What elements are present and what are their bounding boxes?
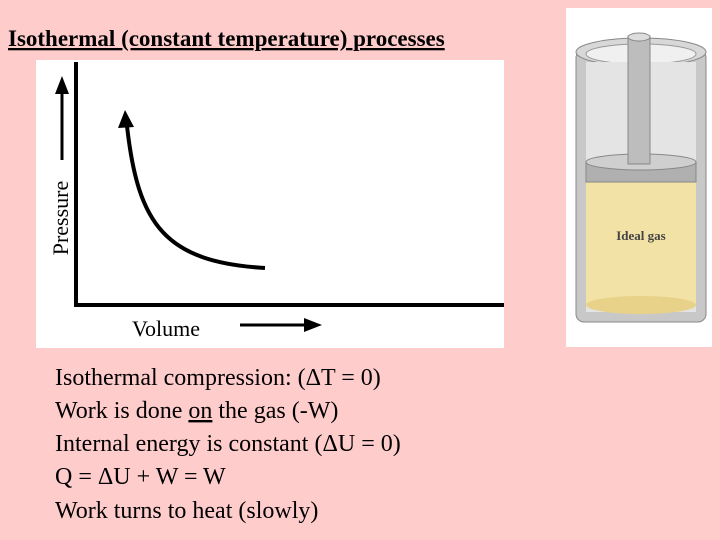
gas-region — [586, 180, 696, 305]
body-text: Work is done — [55, 398, 188, 424]
isotherm-curve — [125, 125, 266, 270]
emphasis: on — [188, 398, 212, 424]
body-line: Isothermal compression: (ΔT = 0) — [55, 365, 381, 391]
body-line: Internal energy is constant (ΔU = 0) — [55, 431, 401, 457]
rod-top — [627, 32, 651, 42]
body-line: Q = ΔU + W = W — [55, 464, 226, 490]
gas-bottom — [586, 296, 696, 314]
body-text: the gas (-W) — [212, 398, 338, 424]
body-line: Work is done on the gas (-W) — [55, 398, 338, 424]
piston-rod — [627, 35, 651, 165]
diagram-panel — [36, 60, 504, 348]
curve-arrowhead — [118, 110, 134, 128]
x-axis-label: Volume — [132, 316, 200, 341]
y-axis-label: Pressure — [48, 181, 73, 256]
slide-title: Isothermal (constant temperature) proces… — [8, 26, 445, 51]
x-arrowhead — [304, 318, 322, 332]
body-line: Work turns to heat (slowly) — [55, 498, 318, 524]
y-arrowhead — [55, 76, 69, 94]
cylinder-label: Ideal gas — [616, 228, 665, 243]
